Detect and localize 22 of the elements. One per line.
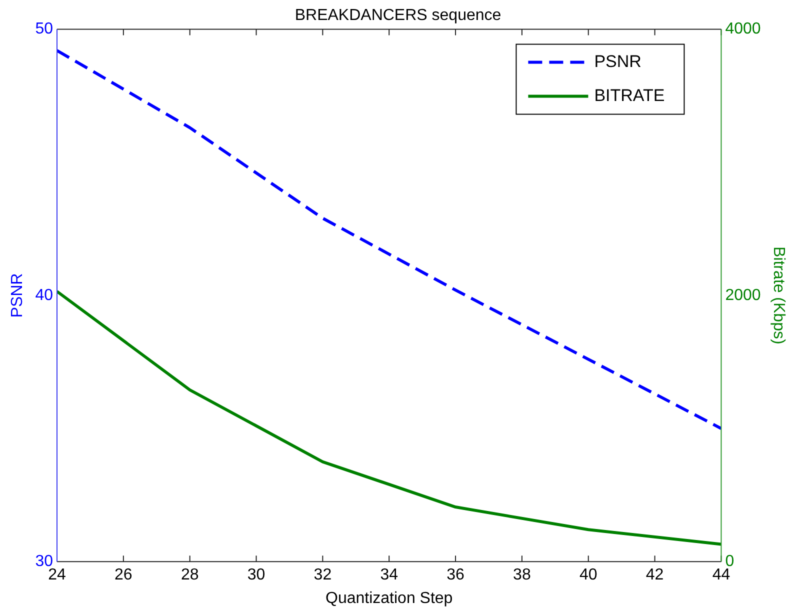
x-tick-label: 38 <box>513 566 531 584</box>
x-tick-label: 36 <box>446 566 465 584</box>
y-axis-title: PSNR <box>9 273 26 318</box>
y2-tick-label: 4000 <box>725 20 761 38</box>
legend-label: BITRATE <box>594 86 665 105</box>
chart-title: BREAKDANCERS sequence <box>294 7 502 24</box>
x-tick-label: 24 <box>48 566 66 584</box>
y2-tick-label: 2000 <box>725 286 761 304</box>
line-series <box>56 48 722 430</box>
x-tick-label: 28 <box>180 566 199 584</box>
y-tick-label: 40 <box>35 286 54 304</box>
x-tick-label: 26 <box>114 566 132 584</box>
x-tick-label: 30 <box>247 566 266 584</box>
x-tick-label: 44 <box>712 566 730 584</box>
x-tick-label: 40 <box>579 566 598 584</box>
x-tick-label: 34 <box>380 566 398 584</box>
x-axis-title: Quantization Step <box>326 590 453 607</box>
x-tick-label: 32 <box>314 566 332 584</box>
x-tick-label: 42 <box>646 566 664 584</box>
y2-axis-title: Bitrate (Kbps) <box>770 246 787 344</box>
y-tick-label: 50 <box>35 20 54 38</box>
legend-label: PSNR <box>594 52 642 71</box>
